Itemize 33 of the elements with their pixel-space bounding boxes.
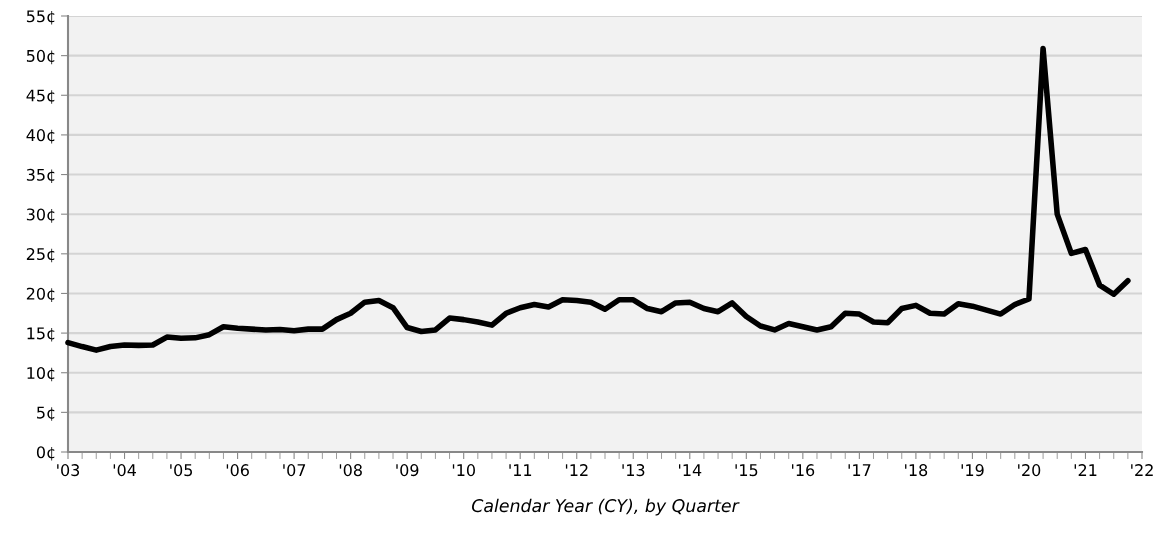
y-tick-label: 5¢ (37, 406, 55, 421)
x-tick-label: '12 (565, 464, 588, 476)
y-tick-label: 35¢ (26, 168, 55, 184)
y-tick-label: 50¢ (26, 49, 55, 65)
y-tick-label: 45¢ (26, 89, 55, 104)
x-tick-label: '22 (1131, 464, 1153, 476)
x-tick-label: '10 (452, 464, 475, 477)
x-axis-title: Calendar Year (CY), by Quarter (472, 498, 740, 516)
y-tick-label: 40¢ (26, 129, 55, 144)
x-tick-label: '07 (283, 464, 306, 477)
x-tick-label: '09 (396, 464, 419, 477)
x-tick-label: '11 (509, 464, 532, 476)
x-tick-label: '13 (622, 464, 645, 477)
x-tick-label: '21 (1074, 464, 1097, 476)
x-tick-label: '16 (792, 464, 815, 477)
y-tick-label: 25¢ (26, 248, 55, 263)
x-tick-label: '15 (735, 464, 758, 477)
x-tick-label: '20 (1018, 464, 1041, 477)
y-tick-label: 20¢ (26, 287, 55, 302)
x-tick-label: '06 (226, 464, 249, 477)
y-tick-label: 15¢ (27, 327, 55, 342)
x-tick-label: '08 (339, 464, 362, 477)
x-tick-label: '14 (678, 464, 702, 476)
y-tick-label: 30¢ (26, 208, 55, 223)
y-tick-label: 10¢ (27, 366, 55, 382)
x-tick-label: '03 (57, 464, 80, 477)
x-tick-label: '17 (848, 464, 871, 476)
x-tick-label: '04 (113, 464, 136, 477)
x-tick-label: '19 (961, 464, 984, 477)
y-tick-label: 55¢ (26, 10, 55, 25)
x-tick-label: '05 (170, 464, 193, 477)
x-tick-label: '18 (905, 464, 928, 477)
y-tick-label: 0¢ (36, 446, 55, 461)
